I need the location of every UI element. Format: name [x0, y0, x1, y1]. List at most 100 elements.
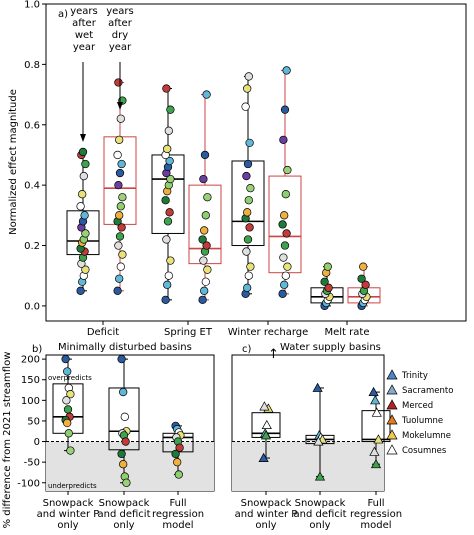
- data-point: [118, 193, 127, 202]
- data-point: [166, 256, 175, 265]
- y-tick-label: 50: [27, 416, 40, 427]
- data-point: [122, 478, 131, 487]
- legend-marker: [386, 444, 398, 455]
- data-point: [241, 102, 250, 111]
- data-point: [359, 262, 368, 271]
- data-point: [163, 280, 172, 289]
- data-point: [200, 226, 209, 235]
- panel-a-ylabel: Normalized effect magnitude: [8, 89, 19, 235]
- data-point: [114, 180, 123, 190]
- data-point: [199, 174, 208, 184]
- data-point: [281, 190, 290, 199]
- data-point: [165, 208, 174, 217]
- legend-label: Merced: [402, 401, 433, 411]
- data-point: [118, 250, 127, 259]
- box-dry: [268, 66, 302, 298]
- panel-c-boxes: [251, 382, 391, 481]
- box-wet: [66, 147, 100, 295]
- data-point: [312, 382, 323, 392]
- data-point: [278, 220, 287, 229]
- x-tick-label: Melt rate: [325, 327, 370, 338]
- data-point: [258, 452, 269, 462]
- x-tick-label: Snowpack: [99, 498, 150, 509]
- x-tick-label: Spring ET: [164, 327, 213, 338]
- x-tick-label: only: [113, 520, 134, 531]
- annotation-dry-line: after: [108, 18, 133, 29]
- panel-b-yaxis: -100 -50 0 50 100 150 200: [17, 355, 46, 489]
- data-point: [202, 241, 211, 250]
- data-point: [64, 429, 73, 438]
- data-point: [76, 202, 85, 211]
- data-point: [174, 470, 183, 479]
- data-point: [63, 405, 73, 414]
- box-dry: [347, 262, 381, 311]
- data-point: [79, 171, 88, 181]
- data-point: [113, 150, 122, 160]
- data-point: [259, 401, 270, 411]
- x-tick-label: Full: [169, 498, 186, 509]
- legend-marker: [386, 384, 398, 395]
- x-tick-label: model: [162, 520, 193, 531]
- legend-label: Mokelumne: [402, 431, 451, 441]
- data-point: [62, 396, 71, 405]
- data-point: [361, 280, 370, 289]
- data-point: [320, 277, 329, 286]
- data-point: [203, 265, 212, 274]
- y-tick-label: 0.0: [24, 301, 40, 312]
- y-tick-label: 0.8: [24, 60, 40, 71]
- data-point: [242, 247, 251, 256]
- x-tick-label: Full: [367, 498, 384, 509]
- data-point: [198, 235, 207, 244]
- data-point: [242, 171, 251, 181]
- x-tick-label: Snowpack: [43, 498, 94, 509]
- data-point: [115, 135, 124, 145]
- data-point: [117, 159, 126, 169]
- data-point: [173, 458, 182, 467]
- data-point: [78, 190, 87, 199]
- data-point: [357, 274, 366, 283]
- data-point: [120, 412, 129, 421]
- data-point: [81, 229, 90, 238]
- x-tick-label: regression: [350, 509, 402, 520]
- annotation-wet-line: year: [73, 42, 96, 53]
- data-point: [280, 241, 290, 250]
- legend-marker: [386, 399, 398, 410]
- x-tick-label: and deficit: [294, 509, 347, 520]
- panel-c-title: Water supply basins: [280, 342, 381, 353]
- data-point: [314, 471, 326, 481]
- data-point: [373, 434, 384, 444]
- panel-b-ylabel: % difference from 2021 streamflow: [2, 352, 13, 529]
- data-point: [280, 105, 290, 114]
- box-b0: [52, 354, 84, 455]
- panel-a-xaxis: Deficit Spring ET Winter recharge Melt rate: [87, 321, 370, 338]
- box-wet: [231, 72, 265, 298]
- data-point: [313, 436, 324, 446]
- data-point: [115, 232, 125, 241]
- panel-a-label: a): [58, 9, 68, 20]
- data-point: [115, 274, 124, 283]
- legend-label: Trinity: [401, 371, 428, 381]
- box-c1: [305, 382, 335, 481]
- x-tick-label: and deficit: [98, 509, 151, 520]
- data-point: [164, 271, 173, 280]
- legend-label: Sacramento: [402, 386, 453, 396]
- data-point: [166, 105, 175, 114]
- data-point: [163, 217, 173, 226]
- data-point: [245, 138, 254, 148]
- y-tick-label: 0.6: [24, 120, 40, 131]
- data-point: [243, 208, 252, 217]
- data-point: [202, 90, 211, 99]
- data-point: [201, 277, 210, 286]
- data-point: [116, 262, 125, 271]
- x-tick-label: and winter P: [235, 509, 298, 520]
- data-point: [81, 159, 90, 169]
- data-point: [243, 235, 253, 244]
- data-point: [66, 390, 75, 399]
- data-point: [162, 235, 171, 244]
- legend-label: Tuolumne: [401, 416, 443, 426]
- annotation-dry-line: years: [106, 6, 134, 17]
- data-point: [198, 295, 207, 305]
- y-tick-label: 0.4: [24, 181, 40, 192]
